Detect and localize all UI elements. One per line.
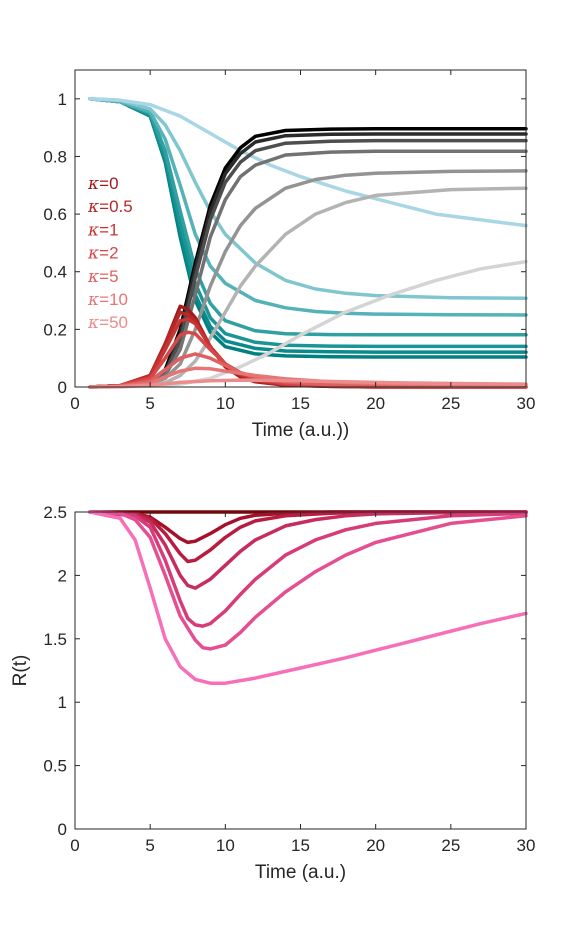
x-tick-label: 10	[216, 394, 235, 413]
series-group	[88, 97, 528, 389]
y-tick-label: 0.6	[43, 205, 67, 224]
x-tick-label: 10	[216, 836, 235, 855]
y-tick-label: 0.4	[43, 263, 67, 282]
legend-kappa-symbol: κ	[87, 313, 99, 333]
y-tick-label: 0	[58, 820, 67, 839]
susceptible-series-line-0	[88, 97, 528, 359]
legend-kappa-symbol: κ	[87, 197, 99, 217]
susceptible-series-line-4	[88, 97, 528, 317]
legend-kappa-symbol: κ	[87, 267, 99, 287]
x-tick-label: 0	[70, 394, 79, 413]
x-tick-label: 20	[366, 394, 385, 413]
legend-entry: κ=50	[87, 313, 128, 333]
series-line-4	[88, 510, 528, 628]
legend: κ=0κ=0.5κ=1κ=2κ=5κ=10κ=50	[87, 174, 133, 333]
legend-value: =50	[99, 313, 128, 332]
series-line-6	[88, 510, 528, 685]
x-tick-label: 15	[291, 836, 310, 855]
y-tick-label: 0.8	[43, 147, 67, 166]
legend-entry: κ=1	[87, 220, 119, 240]
y-tick-label: 1	[58, 90, 67, 109]
legend-value: =10	[99, 290, 128, 309]
y-tick-label: 0.2	[43, 320, 67, 339]
legend-kappa-symbol: κ	[87, 174, 99, 194]
susceptible-series-line-6	[88, 97, 528, 228]
legend-kappa-symbol: κ	[87, 244, 99, 264]
y-tick-label: 2.5	[43, 503, 67, 522]
legend-value: =0	[99, 174, 118, 193]
legend-value: =1	[99, 220, 118, 239]
legend-value: =5	[99, 267, 118, 286]
series-line-3	[88, 510, 528, 590]
series-line-5	[88, 510, 528, 651]
infected-series-line-18	[88, 352, 528, 389]
bottom-chart-panel: 0 5 10 15 20 25 30 0 0.5 1 1.5 2 2.5 Time (a.u.) R(t)	[10, 503, 535, 883]
legend-kappa-symbol: κ	[87, 220, 99, 240]
x-tick-label: 5	[145, 394, 154, 413]
legend-entry: κ=0.5	[87, 197, 133, 217]
y-tick-label: 0.5	[43, 757, 67, 776]
y-axis-label: R(t)	[10, 655, 31, 687]
legend-entry: κ=0	[87, 174, 119, 194]
legend-value: =2	[99, 244, 118, 263]
y-tick-label: 1.5	[43, 630, 67, 649]
x-tick-label: 0	[70, 836, 79, 855]
legend-kappa-symbol: κ	[87, 290, 99, 310]
legend-entry: κ=10	[87, 290, 128, 310]
x-axis-label: Time (a.u.)	[255, 862, 346, 883]
susceptible-series-line-5	[88, 97, 528, 300]
legend-value: =0.5	[99, 197, 133, 216]
x-axis-label: Time (a.u.))	[252, 420, 349, 441]
recovered-series-line-7	[88, 127, 528, 389]
legend-entry: κ=5	[87, 267, 119, 287]
x-tick-label: 30	[517, 394, 536, 413]
x-tick-label: 25	[441, 394, 460, 413]
x-tick-label: 30	[517, 836, 536, 855]
y-tick-label: 1	[58, 693, 67, 712]
y-tick-label: 2	[58, 566, 67, 585]
x-tick-label: 15	[291, 394, 310, 413]
y-tick-label: 0	[58, 378, 67, 397]
legend-entry: κ=2	[87, 244, 119, 264]
x-tick-label: 5	[145, 836, 154, 855]
x-tick-label: 20	[366, 836, 385, 855]
series-group	[88, 510, 528, 685]
x-tick-label: 25	[441, 836, 460, 855]
series-line-2	[88, 510, 528, 564]
axes-box	[74, 69, 527, 388]
